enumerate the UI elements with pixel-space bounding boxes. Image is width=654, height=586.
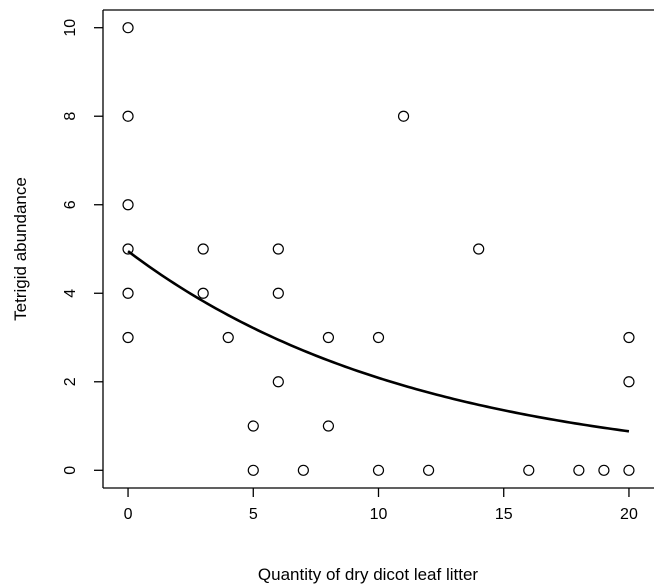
- y-tick-label: 4: [62, 289, 79, 298]
- data-point: [372, 331, 385, 344]
- fit-curve: [127, 250, 630, 433]
- data-point: [422, 464, 435, 476]
- data-point: [122, 243, 134, 255]
- x-tick-label: 20: [620, 506, 638, 523]
- data-point: [122, 287, 134, 299]
- data-point: [272, 376, 284, 388]
- y-axis-title: Tetrigid abundance: [11, 177, 30, 321]
- x-tick-label: 10: [370, 506, 388, 523]
- data-point: [598, 464, 610, 476]
- plot-frame: [102, 9, 654, 489]
- data-point: [322, 331, 335, 344]
- data-point: [397, 110, 410, 122]
- data-point: [222, 331, 234, 344]
- data-point: [322, 420, 335, 432]
- fit-curve-group: [127, 250, 630, 433]
- data-point: [247, 464, 259, 476]
- data-point: [473, 243, 485, 255]
- data-point: [122, 110, 134, 122]
- data-point: [623, 331, 635, 344]
- data-points: [122, 22, 635, 476]
- data-point: [122, 331, 134, 344]
- data-point: [272, 243, 284, 255]
- data-point: [573, 464, 585, 476]
- data-point: [247, 420, 259, 432]
- y-tick-label: 2: [62, 377, 79, 386]
- data-point: [623, 464, 635, 476]
- data-point: [197, 243, 209, 255]
- data-point: [197, 287, 209, 299]
- x-tick-label: 15: [495, 506, 513, 523]
- x-tick-label: 0: [124, 506, 133, 523]
- data-point: [372, 464, 385, 476]
- data-point: [623, 376, 635, 388]
- x-tick-label: 5: [249, 506, 258, 523]
- y-axis: 0 2 4 6 8 10: [62, 19, 103, 475]
- y-tick-label: 10: [62, 19, 79, 37]
- data-point: [122, 199, 134, 211]
- y-tick-label: 0: [62, 466, 79, 475]
- data-point: [272, 287, 284, 299]
- data-point: [122, 22, 134, 34]
- x-axis: 0 5 10 15 20: [124, 488, 638, 523]
- x-axis-title: Quantity of dry dicot leaf litter: [258, 565, 478, 584]
- data-point: [523, 464, 535, 476]
- data-point: [297, 464, 309, 476]
- y-tick-label: 6: [62, 200, 79, 209]
- y-tick-label: 8: [62, 112, 79, 121]
